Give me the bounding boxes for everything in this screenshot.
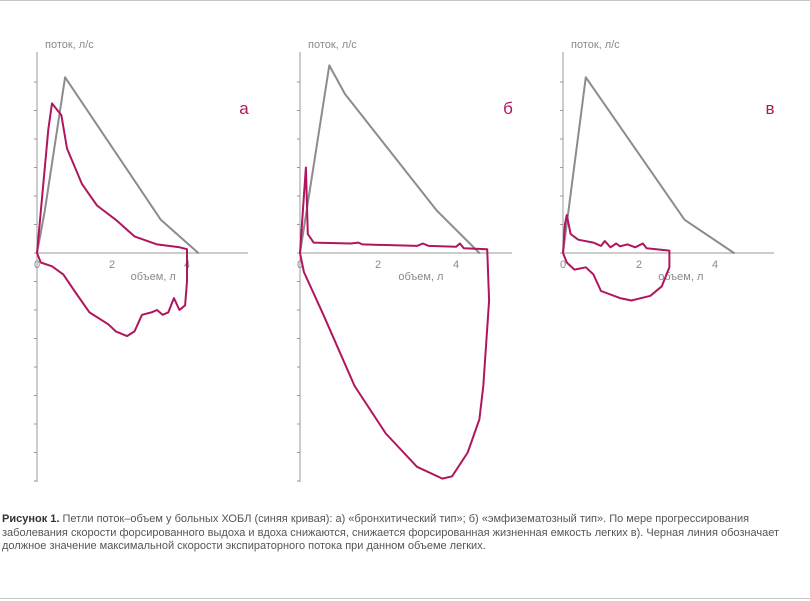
- predicted-flow-line: [36, 76, 200, 254]
- x-axis-title: объем, л: [398, 271, 443, 283]
- x-axis-title: объем, л: [131, 271, 176, 283]
- x-tick-label: 4: [453, 259, 459, 271]
- panel-letter: а: [239, 99, 249, 118]
- figure-caption: Рисунок 1. Петли поток–объем у больных Х…: [2, 513, 802, 554]
- patient-flow-volume-loop: [36, 102, 188, 338]
- patient-flow-volume-loop: [299, 166, 491, 480]
- x-tick-label: 2: [636, 259, 642, 271]
- x-tick-label: 4: [712, 259, 718, 271]
- caption-label: Рисунок 1.: [2, 513, 60, 525]
- predicted-flow-line: [562, 76, 735, 254]
- y-axis-title: поток, л/с: [571, 39, 620, 51]
- predicted-flow-line: [299, 64, 481, 254]
- y-axis-title: поток, л/с: [308, 39, 357, 51]
- x-tick-label: 2: [375, 259, 381, 271]
- panel-letter: б: [503, 99, 513, 118]
- y-axis-title: поток, л/с: [45, 39, 94, 51]
- x-tick-label: 0: [297, 259, 303, 271]
- caption-text: Петли поток–объем у больных ХОБЛ (синяя …: [2, 513, 779, 552]
- flow-volume-figure: 0 2 4 поток, л/с объем, л а 0 2 4 поток, л/с объем…: [34, 39, 775, 482]
- bottom-rule: [0, 598, 810, 599]
- x-tick-label: 0: [34, 259, 40, 271]
- panel-letter: в: [765, 99, 774, 118]
- x-axis-title: объем, л: [658, 271, 703, 283]
- x-tick-label: 0: [560, 259, 566, 271]
- top-rule: [0, 0, 810, 1]
- x-tick-label: 2: [109, 259, 115, 271]
- patient-flow-volume-loop: [562, 214, 671, 302]
